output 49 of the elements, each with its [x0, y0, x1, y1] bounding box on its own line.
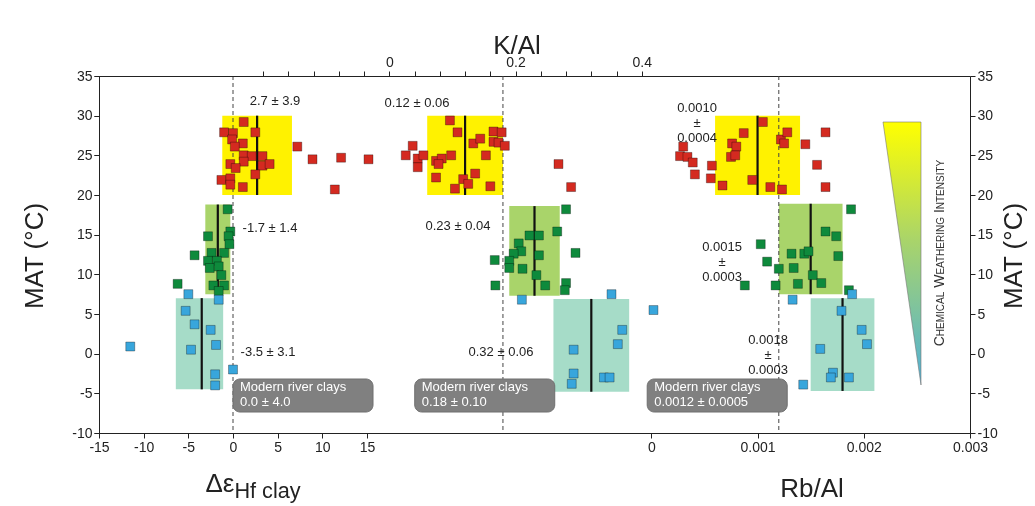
y-axis-title: MAT (°C): [998, 202, 1028, 310]
x-tick-label: -5: [182, 438, 196, 455]
annotation: 0.32 ± 0.06: [468, 344, 534, 359]
y-tick-label: -10: [72, 424, 93, 441]
annotation: 0.12 ± 0.06: [384, 95, 450, 110]
y-tick-label: 35: [76, 67, 93, 84]
y-tick-label: 25: [977, 146, 994, 163]
x-tick-label: -10: [134, 438, 155, 455]
y-tick-label: 30: [977, 107, 994, 124]
x-tick-label: 0.003: [952, 438, 989, 455]
y-tick-label: 20: [76, 186, 93, 203]
annotation: -3.5 ± 3.1: [240, 344, 296, 359]
x-tick-label: 0.001: [740, 438, 776, 455]
x-tick-label: -15: [89, 438, 110, 455]
y-tick-label: 10: [76, 265, 93, 282]
y-tick-label: 35: [977, 67, 994, 84]
x-tick-label: 0: [647, 438, 656, 455]
y-tick-label: -5: [977, 384, 991, 401]
x-tick-label: 5: [274, 438, 283, 455]
y-tick-label: 20: [977, 186, 994, 203]
y-tick-label: 30: [76, 107, 93, 124]
x-tick-label: 0.4: [632, 53, 653, 70]
x-tick-label: 0: [385, 53, 394, 70]
y-axis-title: MAT (°C): [19, 202, 49, 310]
y-tick-label: -5: [80, 384, 93, 401]
annotation: 0.23 ± 0.04: [425, 218, 491, 233]
x-tick-label: 0: [229, 438, 238, 455]
y-tick-label: -10: [977, 424, 998, 441]
y-tick-label: 25: [76, 146, 93, 163]
annotation: -1.7 ± 1.4: [242, 220, 298, 235]
x-tick-label: 15: [359, 438, 376, 455]
x-tick-label: 10: [315, 438, 331, 455]
y-tick-label: 15: [76, 226, 93, 243]
x-tick-label: 0.002: [846, 438, 883, 455]
annotation: 0.0018 ± 0.0003: [748, 332, 788, 377]
y-tick-label: 0: [977, 345, 986, 362]
annotation: 2.7 ± 3.9: [249, 93, 301, 108]
x-axis-title: Δε$_{Hf clay}$: [205, 468, 301, 504]
ref-line-label: Modern river clays 0.18 ± 0.10: [421, 379, 529, 409]
annotation: 0.0015 ± 0.0003: [702, 239, 742, 284]
y-tick-label: 5: [977, 305, 986, 322]
ref-line-label: Modern river clays 0.0 ± 4.0: [240, 379, 347, 409]
y-tick-label: 10: [977, 265, 994, 282]
y-tick-label: 0: [84, 345, 93, 362]
y-tick-label: 5: [84, 305, 93, 322]
x-axis-title: Rb/Al: [780, 473, 844, 503]
ref-line-label: Modern river clays 0.0012 ± 0.0005: [654, 379, 761, 409]
y-tick-label: 15: [977, 226, 994, 243]
annotation: Chemical Weathering Intensity: [931, 159, 947, 347]
